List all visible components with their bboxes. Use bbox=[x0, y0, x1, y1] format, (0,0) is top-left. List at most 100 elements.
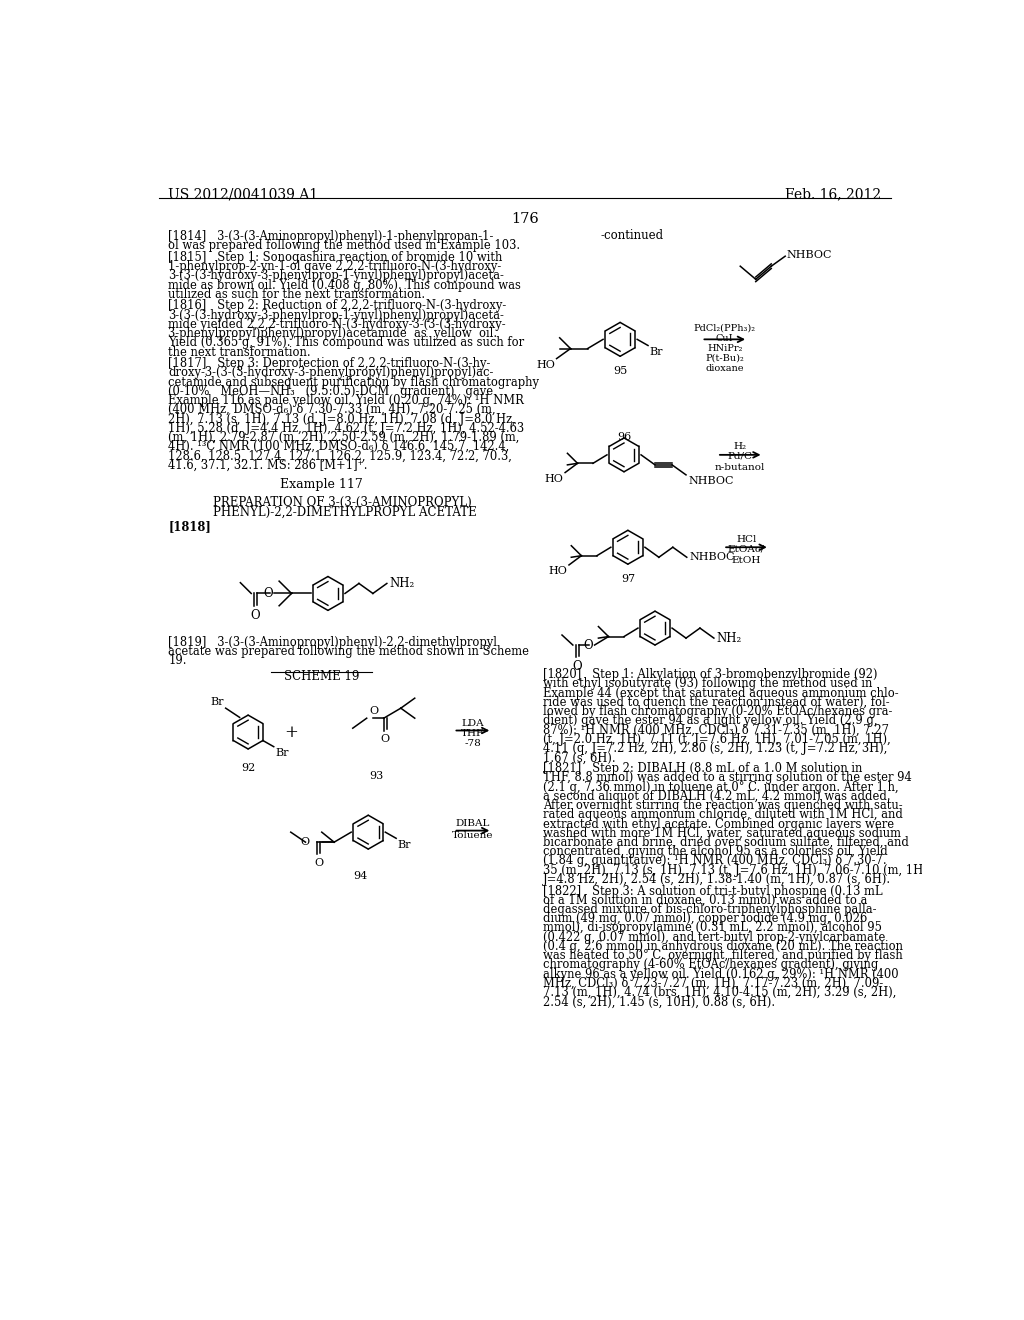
Text: ol was prepared following the method used in Example 103.: ol was prepared following the method use… bbox=[168, 239, 520, 252]
Text: 95: 95 bbox=[613, 367, 628, 376]
Text: O: O bbox=[250, 609, 260, 622]
Text: J=4.8 Hz, 2H), 2.54 (s, 2H), 1.38-1.40 (m, 1H), 0.87 (s, 6H).: J=4.8 Hz, 2H), 2.54 (s, 2H), 1.38-1.40 (… bbox=[543, 873, 891, 886]
Text: mide yielded 2,2,2-trifluoro-N-(3-hydroxy-3-(3-(3-hydroxy-: mide yielded 2,2,2-trifluoro-N-(3-hydrox… bbox=[168, 318, 506, 331]
Text: 1.67 (s, 6H).: 1.67 (s, 6H). bbox=[543, 751, 615, 764]
Text: (t, J=2.0 Hz, 1H), 7.11 (t, J=7.6 Hz, 1H), 7.01-7.05 (m, 1H),: (t, J=2.0 Hz, 1H), 7.11 (t, J=7.6 Hz, 1H… bbox=[543, 733, 891, 746]
Text: Example 44 (except that saturated aqueous ammonium chlo-: Example 44 (except that saturated aqueou… bbox=[543, 686, 898, 700]
Text: O: O bbox=[572, 660, 583, 673]
Text: dient) gave the ester 94 as a light yellow oil. Yield (2.9 g,: dient) gave the ester 94 as a light yell… bbox=[543, 714, 878, 727]
Text: 92: 92 bbox=[241, 763, 255, 772]
Text: Br: Br bbox=[275, 748, 289, 758]
Text: EtOAc/: EtOAc/ bbox=[728, 545, 765, 554]
Text: NHBOC: NHBOC bbox=[688, 477, 734, 486]
Text: [1818]: [1818] bbox=[168, 520, 211, 533]
Text: mide as brown oil. Yield (0.408 g, 80%). This compound was: mide as brown oil. Yield (0.408 g, 80%).… bbox=[168, 279, 521, 292]
Text: Toluene: Toluene bbox=[453, 830, 494, 840]
Text: MHz, CDCl₃) δ 7.23-7.27 (m, 1H), 7.17-7.23 (m, 2H), 7.09-: MHz, CDCl₃) δ 7.23-7.27 (m, 1H), 7.17-7.… bbox=[543, 977, 883, 990]
Text: (400 MHz, DMSO-d₆) δ 7.30-7.33 (m, 4H), 7.20-7.25 (m,: (400 MHz, DMSO-d₆) δ 7.30-7.33 (m, 4H), … bbox=[168, 404, 496, 416]
Text: O: O bbox=[263, 587, 273, 601]
Text: 41.6, 37.1, 32.1. MS: 286 [M+1]⁺.: 41.6, 37.1, 32.1. MS: 286 [M+1]⁺. bbox=[168, 459, 368, 471]
Text: (2.1 g, 7.36 mmol) in toluene at 0° C. under argon. After 1 h,: (2.1 g, 7.36 mmol) in toluene at 0° C. u… bbox=[543, 780, 898, 793]
Text: HNiPr₂: HNiPr₂ bbox=[707, 345, 742, 352]
Text: Yield (0.365 g, 91%). This compound was utilized as such for: Yield (0.365 g, 91%). This compound was … bbox=[168, 337, 524, 350]
Text: 87%): ¹H NMR (400 MHz, CDCl₃) δ 7.31-7.35 (m, 1H), 7.27: 87%): ¹H NMR (400 MHz, CDCl₃) δ 7.31-7.3… bbox=[543, 723, 889, 737]
Text: 1H), 5.28 (d, J=4.4 Hz, 1H), 4.62 (t, J=7.2 Hz, 1H), 4.52-4.63: 1H), 5.28 (d, J=4.4 Hz, 1H), 4.62 (t, J=… bbox=[168, 422, 524, 434]
Text: PdCl₂(PPh₃)₂: PdCl₂(PPh₃)₂ bbox=[693, 323, 756, 333]
Text: Pd/C: Pd/C bbox=[728, 451, 753, 461]
Text: was heated to 50° C. overnight, filtered, and purified by flash: was heated to 50° C. overnight, filtered… bbox=[543, 949, 902, 962]
Text: mmol), di-isopropylamine (0.31 mL, 2.2 mmol), alcohol 95: mmol), di-isopropylamine (0.31 mL, 2.2 m… bbox=[543, 921, 882, 935]
Text: DIBAL: DIBAL bbox=[456, 818, 490, 828]
Text: 96: 96 bbox=[616, 432, 631, 442]
Text: 97: 97 bbox=[621, 574, 635, 585]
Text: P(t-Bu)₂: P(t-Bu)₂ bbox=[706, 354, 744, 363]
Text: HO: HO bbox=[537, 360, 555, 370]
Text: 1-phenylprop-2-yn-1-ol gave 2,2,2-trifluoro-N-(3-hydroxy-: 1-phenylprop-2-yn-1-ol gave 2,2,2-triflu… bbox=[168, 260, 502, 273]
Text: Br: Br bbox=[397, 840, 412, 850]
Text: 94: 94 bbox=[353, 871, 368, 880]
Text: HO: HO bbox=[549, 566, 567, 577]
Text: rated aqueous ammonium chloride, diluted with 1M HCl, and: rated aqueous ammonium chloride, diluted… bbox=[543, 808, 902, 821]
Text: NHBOC: NHBOC bbox=[786, 249, 833, 260]
Text: alkyne 96 as a yellow oil. Yield (0.162 g, 29%): ¹H NMR (400: alkyne 96 as a yellow oil. Yield (0.162 … bbox=[543, 968, 898, 981]
Text: 3-phenylpropyl)phenyl)propyl)acetamide  as  yellow  oil.: 3-phenylpropyl)phenyl)propyl)acetamide a… bbox=[168, 327, 498, 341]
Text: (0.4 g, 2.6 mmol) in anhydrous dioxane (20 mL). The reaction: (0.4 g, 2.6 mmol) in anhydrous dioxane (… bbox=[543, 940, 902, 953]
Text: acetate was prepared following the method shown in Scheme: acetate was prepared following the metho… bbox=[168, 645, 529, 659]
Text: [1819]   3-(3-(3-Aminopropyl)phenyl)-2,2-dimethylpropyl: [1819] 3-(3-(3-Aminopropyl)phenyl)-2,2-d… bbox=[168, 636, 498, 649]
Text: NHBOC: NHBOC bbox=[689, 552, 734, 562]
Text: NH₂: NH₂ bbox=[716, 631, 741, 644]
Text: [1815]   Step 1: Sonogashira reaction of bromide 10 with: [1815] Step 1: Sonogashira reaction of b… bbox=[168, 251, 503, 264]
Text: with ethyl isobutyrate (93) following the method used in: with ethyl isobutyrate (93) following th… bbox=[543, 677, 872, 690]
Text: US 2012/0041039 A1: US 2012/0041039 A1 bbox=[168, 187, 318, 202]
Text: 93: 93 bbox=[369, 771, 383, 780]
Text: [1814]   3-(3-(3-Aminopropyl)phenyl)-1-phenylpropan-1-: [1814] 3-(3-(3-Aminopropyl)phenyl)-1-phe… bbox=[168, 230, 494, 243]
Text: After overnight stirring the reaction was quenched with satu-: After overnight stirring the reaction wa… bbox=[543, 799, 902, 812]
Text: n-butanol: n-butanol bbox=[715, 463, 765, 473]
Text: Br: Br bbox=[649, 347, 664, 356]
Text: bicarbonate and brine, dried over sodium sulfate, filtered, and: bicarbonate and brine, dried over sodium… bbox=[543, 836, 908, 849]
Text: washed with more 1M HCl, water, saturated aqueous sodium: washed with more 1M HCl, water, saturate… bbox=[543, 826, 901, 840]
Text: (0-10%   MeOH—NH₃   (9.5:0.5)-DCM   gradient)   gave: (0-10% MeOH—NH₃ (9.5:0.5)-DCM gradient) … bbox=[168, 385, 494, 397]
Text: of a 1M solution in dioxane, 0.13 mmol) was added to a: of a 1M solution in dioxane, 0.13 mmol) … bbox=[543, 894, 867, 907]
Text: 2.54 (s, 2H), 1.45 (s, 10H), 0.88 (s, 6H).: 2.54 (s, 2H), 1.45 (s, 10H), 0.88 (s, 6H… bbox=[543, 995, 775, 1008]
Text: lowed by flash chromatography (0-20% EtOAc/hexanes gra-: lowed by flash chromatography (0-20% EtO… bbox=[543, 705, 892, 718]
Text: [1820]   Step 1: Alkylation of 3-bromobenzylbromide (92): [1820] Step 1: Alkylation of 3-bromobenz… bbox=[543, 668, 878, 681]
Text: 128.6, 128.5, 127.4, 127.1, 126.2, 125.9, 123.4, 72.2, 70.3,: 128.6, 128.5, 127.4, 127.1, 126.2, 125.9… bbox=[168, 449, 512, 462]
Text: a second aliquot of DIBALH (4.2 mL, 4.2 mmol) was added.: a second aliquot of DIBALH (4.2 mL, 4.2 … bbox=[543, 789, 890, 803]
Text: PREPARATION OF 3-(3-(3-AMINOPROPYL): PREPARATION OF 3-(3-(3-AMINOPROPYL) bbox=[213, 496, 472, 508]
Text: O: O bbox=[300, 837, 309, 847]
Text: utilized as such for the next transformation.: utilized as such for the next transforma… bbox=[168, 288, 425, 301]
Text: CuI: CuI bbox=[716, 334, 733, 343]
Text: PHENYL)-2,2-DIMETHYLPROPYL ACETATE: PHENYL)-2,2-DIMETHYLPROPYL ACETATE bbox=[213, 506, 477, 519]
Text: EtOH: EtOH bbox=[732, 556, 761, 565]
Text: 7.13 (m, 1H), 4.74 (brs, 1H), 4.10-4.15 (m, 2H), 3.29 (s, 2H),: 7.13 (m, 1H), 4.74 (brs, 1H), 4.10-4.15 … bbox=[543, 986, 896, 999]
Text: Feb. 16, 2012: Feb. 16, 2012 bbox=[785, 187, 882, 202]
Text: THF: THF bbox=[462, 729, 484, 738]
Text: THF, 8.8 mmol) was added to a stirring solution of the ester 94: THF, 8.8 mmol) was added to a stirring s… bbox=[543, 771, 911, 784]
Text: [1816]   Step 2: Reduction of 2,2,2-trifluoro-N-(3-hydroxy-: [1816] Step 2: Reduction of 2,2,2-triflu… bbox=[168, 300, 507, 313]
Text: concentrated, giving the alcohol 95 as a colorless oil, Yield: concentrated, giving the alcohol 95 as a… bbox=[543, 845, 888, 858]
Text: NH₂: NH₂ bbox=[389, 577, 415, 590]
Text: 4H). ¹³C NMR (100 MHz, DMSO-d₆) δ 146.6, 145.7, 142.4,: 4H). ¹³C NMR (100 MHz, DMSO-d₆) δ 146.6,… bbox=[168, 441, 510, 453]
Text: -78: -78 bbox=[465, 739, 481, 748]
Text: the next transformation.: the next transformation. bbox=[168, 346, 311, 359]
Text: O: O bbox=[314, 858, 324, 867]
Text: 2H), 7.13 (s, 1H), 7.13 (d, J=8.0 Hz, 1H), 7.08 (d, J=8.0 Hz,: 2H), 7.13 (s, 1H), 7.13 (d, J=8.0 Hz, 1H… bbox=[168, 412, 516, 425]
Text: -continued: -continued bbox=[600, 230, 664, 243]
Text: [1821]   Step 2: DIBALH (8.8 mL of a 1.0 M solution in: [1821] Step 2: DIBALH (8.8 mL of a 1.0 M… bbox=[543, 762, 862, 775]
Text: +: + bbox=[284, 723, 298, 741]
Text: O: O bbox=[584, 639, 593, 652]
Text: 35 (m, 2H), 7.13 (s, 1H), 7.13 (t, J=7.6 Hz, 1H), 7.06-7.10 (m, 1H), 3.29 (d,: 35 (m, 2H), 7.13 (s, 1H), 7.13 (t, J=7.6… bbox=[543, 863, 980, 876]
Text: 176: 176 bbox=[511, 213, 539, 226]
Text: 3-(3-(3-hydroxy-3-phenylprop-1-ynyl)phenyl)propyl)aceta-: 3-(3-(3-hydroxy-3-phenylprop-1-ynyl)phen… bbox=[168, 269, 504, 282]
Text: HCl: HCl bbox=[736, 535, 757, 544]
Text: O: O bbox=[369, 706, 378, 715]
Text: cetamide and subsequent purification by flash chromatography: cetamide and subsequent purification by … bbox=[168, 376, 540, 388]
Text: extracted with ethyl acetate. Combined organic layers were: extracted with ethyl acetate. Combined o… bbox=[543, 817, 894, 830]
Text: (0.422 g, 0.07 mmol), and tert-butyl prop-2-ynylcarbamate: (0.422 g, 0.07 mmol), and tert-butyl pro… bbox=[543, 931, 885, 944]
Text: 3-(3-(3-hydroxy-3-phenylprop-1-ynyl)phenyl)propyl)aceta-: 3-(3-(3-hydroxy-3-phenylprop-1-ynyl)phen… bbox=[168, 309, 504, 322]
Text: Example 117: Example 117 bbox=[281, 478, 364, 491]
Text: H₂: H₂ bbox=[733, 442, 746, 450]
Text: 19.: 19. bbox=[168, 655, 186, 668]
Text: dioxane: dioxane bbox=[706, 364, 744, 374]
